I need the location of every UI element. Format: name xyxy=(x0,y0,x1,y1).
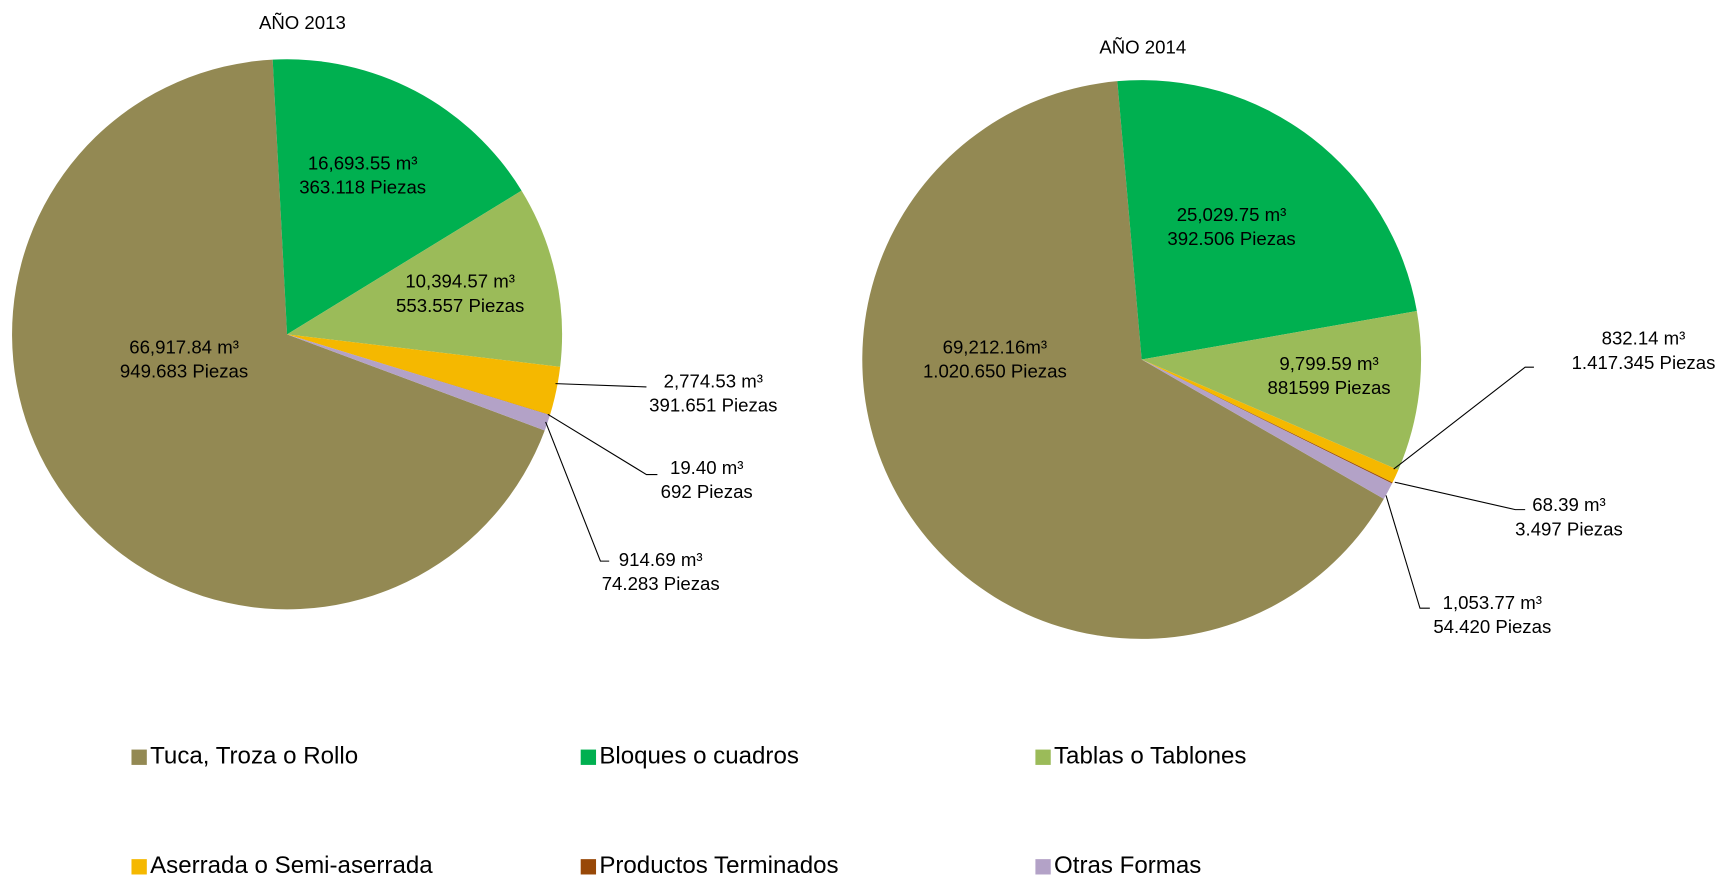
leader-line xyxy=(1394,481,1526,511)
pieces-label: 692 Piezas xyxy=(661,481,753,502)
value-label: 2,774.53 m³ xyxy=(664,370,763,391)
pie-slice xyxy=(287,334,551,416)
legend-label: Tuca, Troza o Rollo xyxy=(150,743,358,770)
legend-label: Bloques o cuadros xyxy=(599,743,799,770)
pie-slice xyxy=(287,334,550,431)
pie-slice xyxy=(1117,80,1417,360)
pieces-label: 553.557 Piezas xyxy=(396,295,524,316)
pieces-label: 363.118 Piezas xyxy=(299,177,426,198)
value-label: 16,693.55 m³ xyxy=(308,152,418,173)
chart-title: AÑO 2014 xyxy=(1099,36,1186,57)
pie-slice xyxy=(12,59,545,610)
pie-slice xyxy=(1141,359,1393,499)
value-label: 832.14 m³ xyxy=(1602,328,1686,349)
pieces-label: 949.683 Piezas xyxy=(120,361,248,382)
legend-swatch xyxy=(580,859,597,875)
value-label: 1,053.77 m³ xyxy=(1443,592,1542,613)
pieces-label: 392.506 Piezas xyxy=(1167,228,1295,249)
pie-slice xyxy=(1141,359,1399,483)
legend-label: Tablas o Tablones xyxy=(1054,743,1246,770)
value-label: 68.39 m³ xyxy=(1532,494,1605,515)
leader-line xyxy=(1393,366,1534,470)
value-label: 914.69 m³ xyxy=(619,549,703,570)
legend-swatch xyxy=(1035,749,1051,765)
chart-title: AÑO 2013 xyxy=(259,12,346,33)
pie-slice xyxy=(862,81,1384,639)
legend-swatch xyxy=(131,859,147,875)
value-label: 66,917.84 m³ xyxy=(129,336,239,357)
value-label: 25,029.75 m³ xyxy=(1177,204,1287,225)
leader-line xyxy=(1385,495,1430,609)
legend-swatch xyxy=(580,749,597,765)
pieces-label: 881599 Piezas xyxy=(1267,377,1390,398)
pie-slice xyxy=(287,334,561,415)
leader-line xyxy=(547,413,658,476)
pie-slice xyxy=(272,59,522,335)
leader-line xyxy=(545,421,610,562)
legend-label: Aserrada o Semi-aserrada xyxy=(150,852,433,879)
leader-line xyxy=(555,383,647,388)
pieces-label: 391.651 Piezas xyxy=(649,395,777,416)
pieces-label: 74.283 Piezas xyxy=(602,573,720,594)
legend-swatch xyxy=(131,749,147,765)
legend-label: Otras Formas xyxy=(1054,852,1201,879)
pieces-label: 1.020.650 Piezas xyxy=(923,361,1067,382)
pieces-label: 1.417.345 Piezas xyxy=(1572,352,1716,373)
legend-swatch xyxy=(1035,859,1051,875)
value-label: 9,799.59 m³ xyxy=(1279,353,1378,374)
pie-slice xyxy=(1141,311,1422,470)
value-label: 69,212.16m³ xyxy=(943,336,1048,357)
pieces-label: 54.420 Piezas xyxy=(1433,616,1551,637)
pie-slice xyxy=(1141,359,1393,484)
value-label: 10,394.57 m³ xyxy=(405,271,515,292)
pie-slice xyxy=(287,190,563,367)
legend-label: Productos Terminados xyxy=(599,852,838,879)
value-label: 19.40 m³ xyxy=(670,457,743,478)
pieces-label: 3.497 Piezas xyxy=(1515,518,1623,539)
